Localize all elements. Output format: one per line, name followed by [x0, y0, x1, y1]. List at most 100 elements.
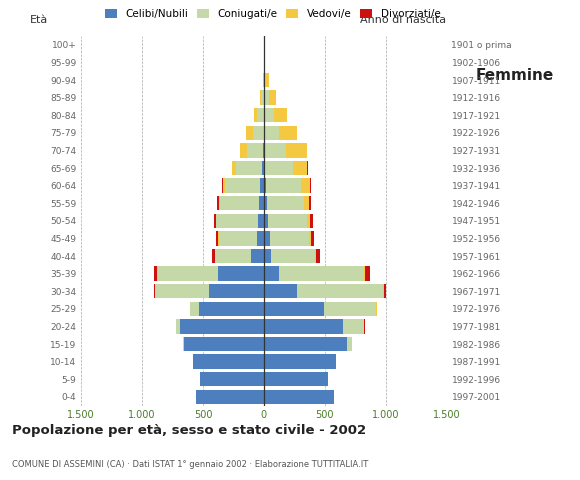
Bar [158, 266, 218, 281]
Bar [264, 143, 286, 157]
Bar [237, 161, 262, 175]
Bar [264, 284, 297, 299]
Bar [231, 161, 232, 175]
Text: Anno di nascita: Anno di nascita [361, 15, 447, 25]
Bar [253, 108, 257, 122]
Bar [264, 390, 334, 404]
Bar [309, 231, 311, 246]
Bar [307, 161, 308, 175]
Bar [267, 214, 307, 228]
Bar [274, 108, 287, 122]
Bar [278, 266, 364, 281]
Bar [216, 231, 218, 246]
Text: Popolazione per età, sesso e stato civile - 2002: Popolazione per età, sesso e stato civil… [12, 424, 366, 437]
Bar [218, 231, 219, 246]
Bar [263, 143, 264, 157]
Bar [260, 90, 262, 105]
Bar [262, 161, 264, 175]
Bar [219, 196, 220, 210]
Bar [347, 337, 352, 351]
Bar [292, 161, 307, 175]
Bar [262, 90, 264, 105]
Bar [251, 249, 264, 263]
Text: Femmine: Femmine [476, 68, 554, 84]
Bar [364, 266, 365, 281]
Text: Età: Età [30, 15, 48, 25]
Bar [264, 196, 267, 210]
Bar [301, 179, 310, 193]
Bar [157, 266, 158, 281]
Bar [310, 179, 311, 193]
Bar [265, 161, 292, 175]
Bar [232, 161, 237, 175]
Bar [257, 108, 264, 122]
Bar [376, 301, 377, 316]
Bar [240, 143, 247, 157]
Bar [310, 214, 313, 228]
Bar [256, 231, 264, 246]
Bar [193, 354, 264, 369]
Bar [155, 284, 209, 299]
Bar [264, 108, 274, 122]
Bar [364, 319, 365, 334]
Bar [307, 214, 310, 228]
Bar [183, 337, 264, 351]
Bar [225, 179, 260, 193]
Bar [216, 214, 258, 228]
Bar [264, 231, 270, 246]
Bar [176, 319, 180, 334]
Bar [264, 214, 267, 228]
Bar [286, 143, 307, 157]
Bar [264, 179, 266, 193]
Bar [220, 196, 259, 210]
Bar [247, 143, 263, 157]
Bar [269, 90, 276, 105]
Bar [209, 284, 264, 299]
Bar [315, 249, 316, 263]
Bar [264, 354, 336, 369]
Bar [200, 372, 264, 386]
Bar [215, 249, 251, 263]
Bar [264, 319, 343, 334]
Bar [297, 284, 383, 299]
Text: COMUNE DI ASSEMINI (CA) · Dati ISTAT 1° gennaio 2002 · Elaborazione TUTTITALIA.I: COMUNE DI ASSEMINI (CA) · Dati ISTAT 1° … [12, 459, 368, 468]
Bar [222, 179, 223, 193]
Bar [264, 126, 278, 140]
Bar [264, 372, 328, 386]
Bar [384, 284, 386, 299]
Bar [200, 301, 264, 316]
Bar [264, 337, 347, 351]
Bar [260, 179, 264, 193]
Bar [264, 55, 265, 70]
Bar [214, 214, 216, 228]
Bar [264, 161, 265, 175]
Bar [311, 231, 314, 246]
Bar [266, 73, 269, 87]
Bar [316, 249, 320, 263]
Bar [324, 301, 376, 316]
Bar [278, 126, 298, 140]
Bar [258, 214, 264, 228]
Bar [266, 179, 301, 193]
Bar [223, 179, 225, 193]
Bar [264, 266, 278, 281]
Bar [190, 301, 200, 316]
Legend: Celibi/Nubili, Coniugati/e, Vedovi/e, Divorziati/e: Celibi/Nubili, Coniugati/e, Vedovi/e, Di… [100, 5, 445, 24]
Bar [259, 196, 264, 210]
Bar [304, 196, 309, 210]
Bar [267, 196, 304, 210]
Bar [218, 266, 264, 281]
Bar [154, 266, 157, 281]
Bar [217, 196, 219, 210]
Bar [219, 231, 256, 246]
Bar [180, 319, 264, 334]
Bar [309, 196, 311, 210]
Bar [271, 249, 315, 263]
Bar [365, 266, 370, 281]
Bar [383, 284, 384, 299]
Bar [246, 126, 253, 140]
Bar [343, 319, 364, 334]
Bar [264, 249, 271, 263]
Bar [264, 301, 324, 316]
Bar [195, 390, 264, 404]
